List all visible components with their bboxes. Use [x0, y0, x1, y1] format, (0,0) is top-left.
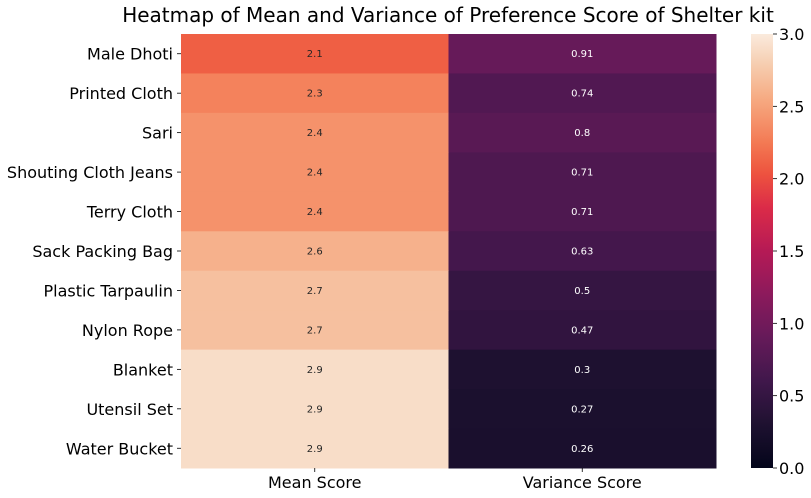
row-label: Shouting Cloth Jeans — [7, 163, 173, 182]
row-label: Utensil Set — [86, 400, 173, 419]
cell-value-label: 0.91 — [571, 49, 593, 60]
cell-value-label: 2.4 — [307, 128, 323, 139]
heatmap-cell — [448, 34, 717, 74]
chart-title: Heatmap of Mean and Variance of Preferen… — [122, 3, 774, 27]
cell-value-label: 2.3 — [307, 89, 323, 100]
cell-value-label: 0.8 — [574, 128, 590, 139]
heatmap-cell — [448, 152, 717, 193]
colorbar-tick-label: 3.0 — [779, 25, 804, 44]
heatmap-cell — [181, 349, 449, 390]
row-label: Sack Packing Bag — [32, 242, 173, 261]
column-label: Variance Score — [523, 473, 642, 492]
cell-value-label: 2.1 — [307, 49, 323, 60]
heatmap-cell — [448, 389, 717, 430]
heatmap-cell — [181, 191, 449, 232]
heatmap-cell — [448, 73, 717, 114]
heatmap-cell — [448, 112, 717, 153]
colorbar-tick-label: 0.0 — [779, 459, 804, 478]
cell-value-label: 2.7 — [307, 286, 323, 297]
cell-value-label: 0.47 — [571, 325, 593, 336]
heatmap-cell — [448, 428, 717, 469]
cell-value-label: 0.71 — [571, 207, 593, 218]
heatmap-cell — [181, 34, 449, 74]
row-label: Printed Cloth — [69, 84, 173, 103]
heatmap-cell — [448, 191, 717, 232]
cell-value-label: 0.71 — [571, 168, 593, 179]
heatmap-cell — [181, 231, 449, 272]
heatmap-cell — [181, 310, 449, 351]
heatmap-cell — [181, 73, 449, 114]
row-label: Sari — [142, 124, 173, 143]
heatmap-cell — [181, 428, 449, 469]
colorbar-tick-label: 1.5 — [779, 242, 804, 261]
row-label: Male Dhoti — [87, 45, 173, 64]
heatmap-cell — [448, 270, 717, 311]
cell-value-label: 2.9 — [307, 404, 323, 415]
row-label: Terry Cloth — [86, 203, 173, 222]
colorbar-tick-label: 2.5 — [779, 97, 804, 116]
heatmap-cell — [181, 152, 449, 193]
cell-value-label: 2.9 — [307, 365, 323, 376]
cell-value-label: 0.27 — [571, 404, 593, 415]
row-label: Blanket — [113, 360, 173, 379]
heatmap-cell — [181, 389, 449, 430]
heatmap-cell — [448, 349, 717, 390]
colorbar-tick-label: 0.5 — [779, 387, 804, 406]
row-label: Water Bucket — [66, 439, 173, 458]
column-label: Mean Score — [268, 473, 362, 492]
heatmap-cell — [181, 270, 449, 311]
cell-value-label: 2.7 — [307, 325, 323, 336]
cell-value-label: 0.5 — [574, 286, 590, 297]
colorbar — [751, 34, 773, 468]
colorbar-tick-label: 1.0 — [779, 314, 804, 333]
cell-value-label: 0.63 — [571, 247, 593, 258]
heatmap-cell — [181, 112, 449, 153]
row-label: Plastic Tarpaulin — [44, 281, 173, 300]
heatmap-cell — [448, 231, 717, 272]
row-label: Nylon Rope — [82, 321, 173, 340]
cell-value-label: 2.4 — [307, 207, 323, 218]
cell-value-label: 0.74 — [571, 89, 593, 100]
heatmap-cell — [448, 310, 717, 351]
cell-value-label: 2.9 — [307, 444, 323, 455]
cell-value-label: 0.3 — [574, 365, 590, 376]
cell-value-label: 2.4 — [307, 168, 323, 179]
colorbar-tick-label: 2.0 — [779, 170, 804, 189]
cell-value-label: 2.6 — [307, 247, 323, 258]
cell-value-label: 0.26 — [571, 444, 593, 455]
